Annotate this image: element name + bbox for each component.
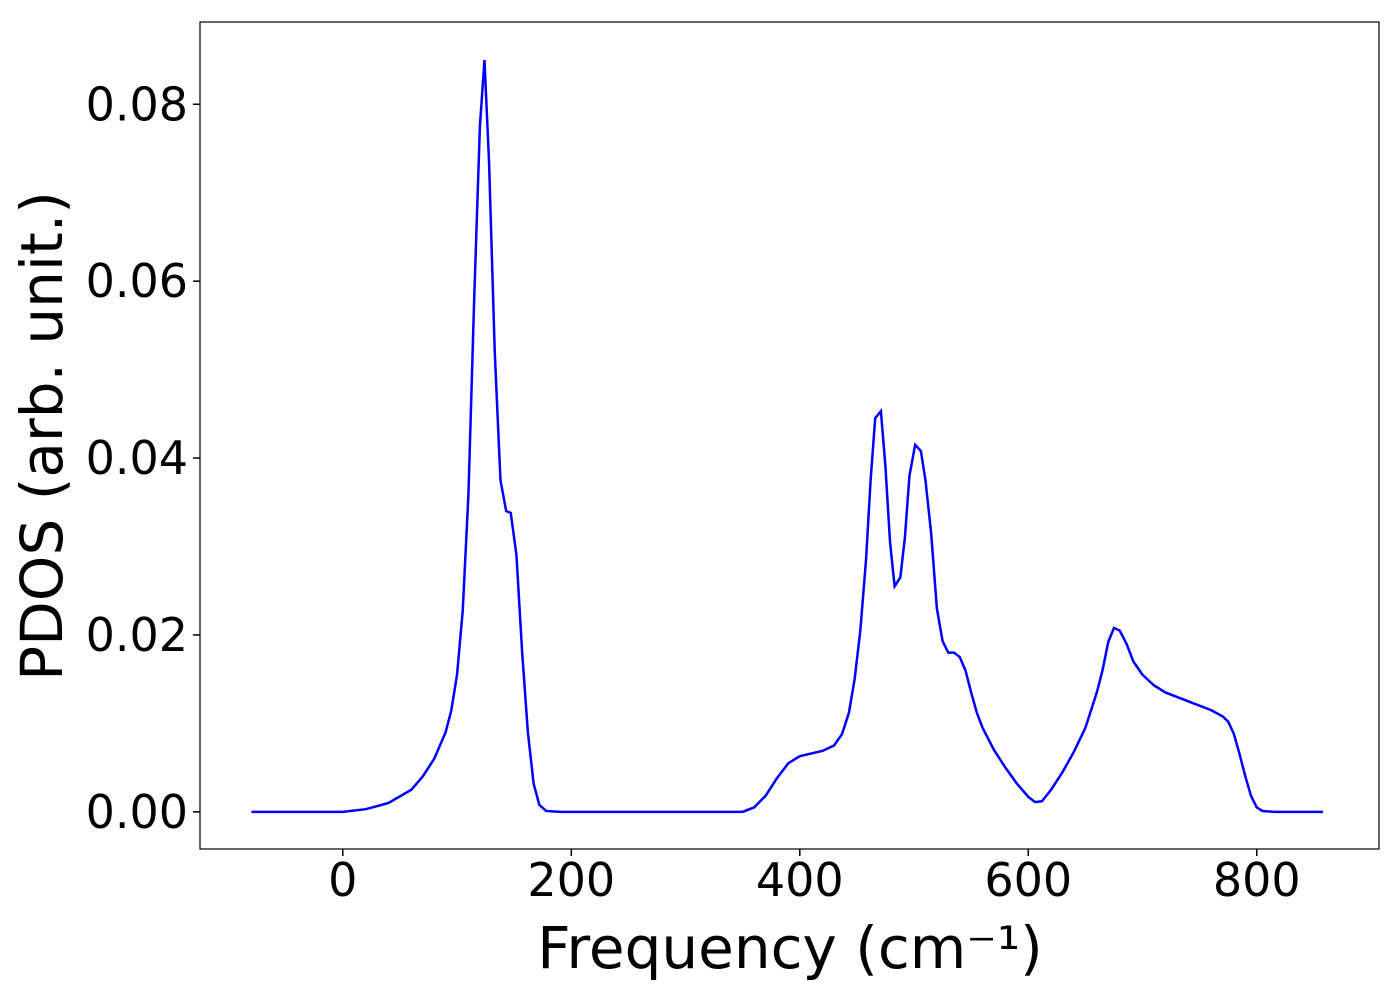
x-tick-label: 0: [328, 853, 357, 907]
x-tick-label: 400: [756, 853, 844, 907]
y-tick-label: 0.00: [86, 785, 188, 839]
y-tick-label: 0.08: [86, 77, 188, 131]
y-tick-label: 0.06: [86, 254, 188, 308]
plot-frame: [199, 21, 1380, 850]
y-axis-label: PDOS (arb. unit.): [8, 191, 76, 681]
x-tick-label: 200: [527, 853, 615, 907]
x-tick-label: 800: [1213, 853, 1301, 907]
x-axis-label: Frequency (cm⁻¹): [537, 914, 1043, 982]
y-tick-label: 0.04: [86, 431, 188, 485]
data-line: [251, 59, 1324, 814]
y-tick-label: 0.02: [86, 608, 188, 662]
x-tick-label: 600: [984, 853, 1072, 907]
